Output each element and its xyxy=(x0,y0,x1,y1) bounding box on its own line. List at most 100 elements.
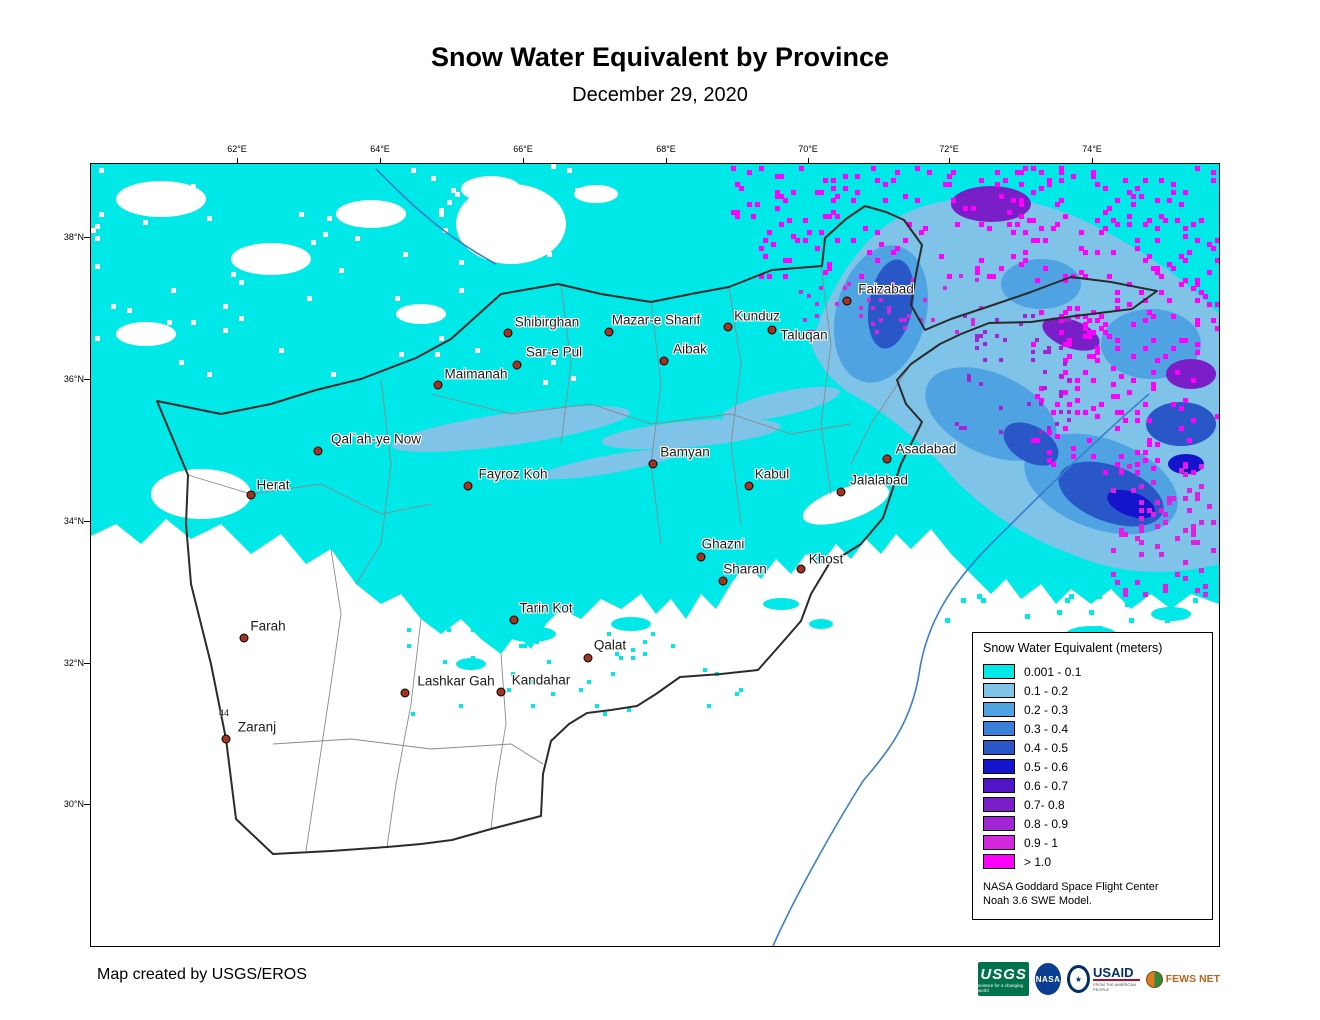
city-label: Sar-e Pul xyxy=(525,344,583,360)
city-dot xyxy=(604,327,614,337)
legend-title: Snow Water Equivalent (meters) xyxy=(983,641,1163,655)
city-label: Sharan xyxy=(723,561,767,577)
legend-swatch xyxy=(983,740,1015,755)
legend-row: 0.1 - 0.2 xyxy=(983,681,1202,700)
longitude-tick-label: 72°E xyxy=(939,144,959,154)
legend-label: 0.5 - 0.6 xyxy=(1024,759,1069,774)
city-label: Herat xyxy=(256,477,290,493)
fews-globe-icon xyxy=(1145,970,1163,988)
legend-swatch xyxy=(983,683,1015,698)
city-dot xyxy=(648,459,658,469)
page-subtitle: December 29, 2020 xyxy=(572,84,748,106)
city-dot xyxy=(313,446,323,456)
city-label: Ghazni xyxy=(701,536,745,552)
legend-note-line1: NASA Goddard Space Flight Center xyxy=(983,881,1159,893)
legend-label: 0.7- 0.8 xyxy=(1024,797,1065,812)
legend-row: 0.3 - 0.4 xyxy=(983,719,1202,738)
city-dot xyxy=(503,328,513,338)
city-label: Kunduz xyxy=(734,308,780,324)
city-dot xyxy=(836,487,846,497)
latitude-tick-label: 36°N xyxy=(63,374,84,384)
legend-swatch xyxy=(983,816,1015,831)
legend-note-line2: Noah 3.6 SWE Model. xyxy=(983,895,1092,908)
usaid-seal-icon: ★ xyxy=(1066,965,1091,993)
snow-speckles xyxy=(91,164,1219,716)
longitude-tick-label: 74°E xyxy=(1082,144,1102,154)
tick-mark xyxy=(808,158,809,164)
legend-label: 0.6 - 0.7 xyxy=(1024,778,1069,793)
legend-rows: 0.001 - 0.1 0.1 - 0.2 0.2 - 0.3 0.3 - 0.4 0.… xyxy=(983,662,1202,871)
city-label: Aibak xyxy=(673,341,707,357)
city-dot xyxy=(744,481,754,491)
fews-logo-text: FEWS NET xyxy=(1165,973,1220,985)
legend-row: 0.2 - 0.3 xyxy=(983,700,1202,719)
city-dot xyxy=(433,380,443,390)
legend-label: 0.8 - 0.9 xyxy=(1024,816,1069,831)
usaid-logo: ★ USAID FROM THE AMERICAN PEOPLE xyxy=(1066,965,1140,993)
legend-swatch xyxy=(983,702,1015,717)
city-label: Taluqan xyxy=(780,327,828,343)
city-dot xyxy=(463,481,473,491)
legend-row: 0.9 - 1 xyxy=(983,833,1202,852)
map-artifact-label: 44 xyxy=(218,708,230,718)
usaid-logo-text: USAID xyxy=(1093,966,1140,981)
usgs-logo-tagline: science for a changing world xyxy=(978,982,1024,993)
map-credit: Map created by USGS/EROS xyxy=(97,966,307,983)
longitude-tick-label: 66°E xyxy=(513,144,533,154)
tick-mark xyxy=(523,158,524,164)
city-dot xyxy=(796,564,806,574)
tick-mark xyxy=(237,158,238,164)
longitude-tick-label: 68°E xyxy=(656,144,676,154)
usgs-logo-text: USGS xyxy=(980,965,1027,983)
tick-mark xyxy=(1092,158,1093,164)
city-dot xyxy=(696,552,706,562)
city-label: Kandahar xyxy=(511,672,571,688)
province-boundaries xyxy=(187,265,912,852)
tick-mark xyxy=(84,379,90,380)
longitude-tick-label: 64°E xyxy=(370,144,390,154)
city-dot xyxy=(239,633,249,643)
legend-row: 0.6 - 0.7 xyxy=(983,776,1202,795)
legend-swatch xyxy=(983,797,1015,812)
city-dot xyxy=(400,688,410,698)
city-label: Shibirghan xyxy=(514,314,580,330)
legend-label: 0.3 - 0.4 xyxy=(1024,721,1069,736)
river-lines xyxy=(375,168,1150,946)
city-label: Khost xyxy=(808,551,844,567)
map-legend: Snow Water Equivalent (meters) 0.001 - 0… xyxy=(972,632,1213,920)
city-label: Qalat xyxy=(593,637,627,653)
snow-free-patches xyxy=(116,176,890,525)
legend-row: 0.7- 0.8 xyxy=(983,795,1202,814)
legend-row: 0.5 - 0.6 xyxy=(983,757,1202,776)
legend-swatch xyxy=(983,721,1015,736)
legend-label: 0.4 - 0.5 xyxy=(1024,740,1069,755)
city-label: Faizabad xyxy=(858,281,914,297)
legend-swatch xyxy=(983,835,1015,850)
legend-swatch xyxy=(983,854,1015,869)
longitude-tick-label: 62°E xyxy=(227,144,247,154)
city-label: Zaranj xyxy=(237,719,277,735)
city-label: Asadabad xyxy=(895,441,957,457)
city-dot xyxy=(509,615,519,625)
snow-purple xyxy=(951,186,1216,389)
fews-net-logo: FEWS NET xyxy=(1145,970,1220,988)
city-dot xyxy=(718,576,728,586)
tick-mark xyxy=(84,663,90,664)
city-label: Farah xyxy=(250,618,286,634)
city-dot xyxy=(246,490,256,500)
nasa-logo: NASA xyxy=(1035,963,1061,995)
legend-label: 0.001 - 0.1 xyxy=(1024,664,1082,679)
city-dot xyxy=(767,325,777,335)
city-label: Lashkar Gah xyxy=(417,673,495,689)
agency-logos: USGS science for a changing world NASA ★… xyxy=(978,955,1220,1003)
city-layer: Faizabad Shibirghan Mazar-e Sharif Kunduz Ta… xyxy=(91,164,1219,946)
legend-label: > 1.0 xyxy=(1024,854,1052,869)
legend-label: 0.9 - 1 xyxy=(1024,835,1059,850)
latitude-tick-label: 30°N xyxy=(63,799,84,809)
legend-swatch xyxy=(983,759,1015,774)
tick-mark xyxy=(84,521,90,522)
longitude-tick-label: 70°E xyxy=(798,144,818,154)
city-dot xyxy=(882,454,892,464)
legend-row: 0.8 - 0.9 xyxy=(983,814,1202,833)
city-label: Tarin Kot xyxy=(519,600,573,616)
